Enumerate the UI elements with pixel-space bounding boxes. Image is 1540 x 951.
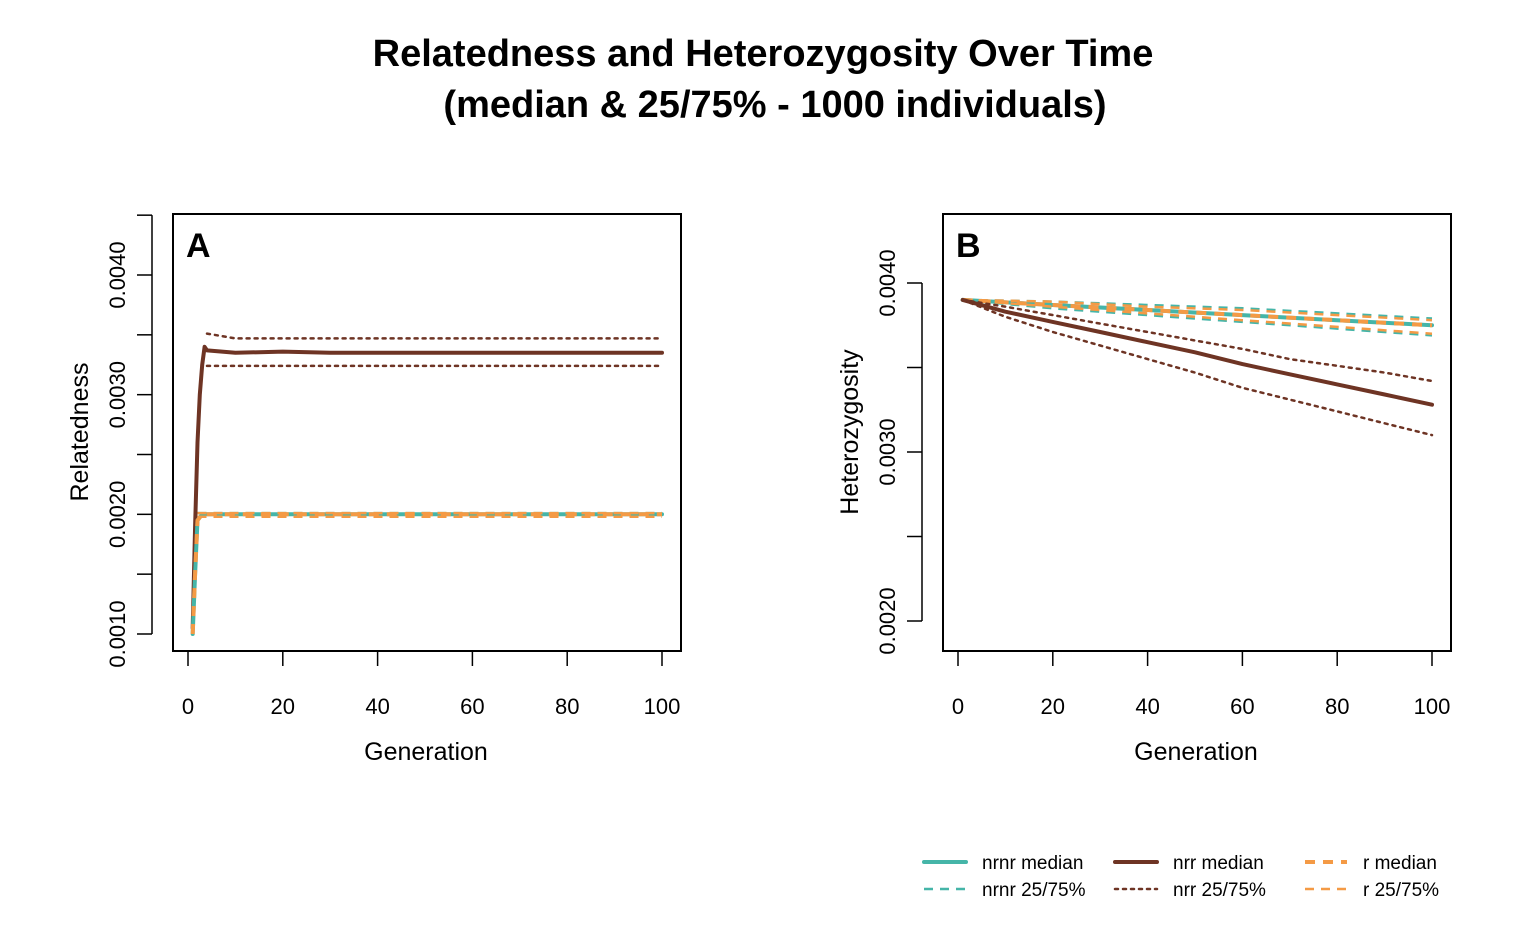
y-tick-label: 0.0030 [875,418,900,485]
series-line-nrr-25-75 [961,298,1434,437]
x-tick-label: 60 [460,694,484,719]
series-line-nrr-median [960,297,1434,407]
y-tick-label: 0.0010 [105,600,130,667]
x-tick-label: 0 [182,694,194,719]
x-tick-label: 100 [1414,694,1451,719]
series-group [190,332,664,636]
legend: nrnr median nrnr 25/75% nrr median nrr 25/7… [922,853,1439,901]
panel-b: 0 20 40 60 80 100 0.0020 0.0030 0.0040 Generation… [836,213,1452,766]
y-axis-label: Heterozygosity [836,349,864,515]
x-tick-label: 20 [1041,694,1065,719]
plot-frame [942,213,1452,652]
chart-title-line1: Relatedness and Heterozygosity Over Time [373,33,1154,75]
panel-a: 0 20 40 60 80 100 0.0010 0.0020 0.0030 0.0040 Gene… [66,213,682,766]
plot-frame [172,213,682,652]
y-tick-label: 0.0040 [105,241,130,308]
legend-label: r median [1363,853,1437,874]
legend-label: nrnr median [982,853,1083,874]
x-tick-label: 80 [555,694,579,719]
x-tick-label: 20 [271,694,295,719]
x-tick-label: 60 [1230,694,1254,719]
legend-label: nrnr 25/75% [982,880,1086,901]
series-line-nrr-25-75 [961,298,1434,383]
panel-letter: B [956,227,981,265]
series-line-r-25-75 [962,298,1433,322]
y-axis-label: Relatedness [66,363,94,502]
legend-label: nrr median [1173,853,1264,874]
series-line-nrr-median [190,344,664,630]
legend-label: nrr 25/75% [1173,880,1266,901]
panel-letter: A [186,227,211,265]
series-line-nrr-25-75 [205,332,664,340]
x-axis-label: Generation [1134,738,1258,766]
series-line-r-25-75 [962,298,1433,335]
y-tick-label: 0.0030 [105,361,130,428]
y-tick-label: 0.0020 [105,481,130,548]
y-tick-label: 0.0020 [875,587,900,654]
series-line-nrnr-25-75 [962,298,1433,337]
series-line-r-median [962,297,1433,328]
x-tick-label: 80 [1325,694,1349,719]
series-line-nrnr-25-75 [962,298,1433,320]
x-axis-label: Generation [364,738,488,766]
x-tick-label: 40 [1135,694,1159,719]
x-tick-label: 0 [952,694,964,719]
x-tick-label: 40 [365,694,389,719]
series-line-nrnr-median [190,512,664,636]
y-tick-label: 0.0040 [875,249,900,316]
series-line-r-median [190,512,662,635]
series-group [960,297,1434,437]
legend-label: r 25/75% [1363,880,1439,901]
x-tick-label: 100 [644,694,681,719]
chart-title-line2: (median & 25/75% - 1000 individuals) [443,84,1106,126]
